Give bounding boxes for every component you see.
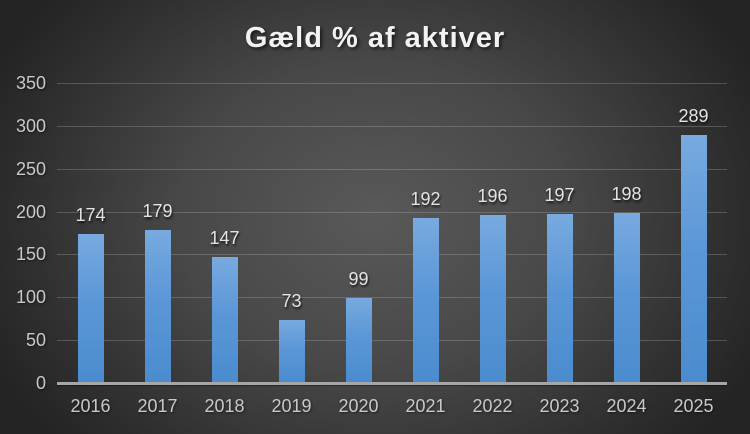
y-axis-tick-label: 50 bbox=[25, 330, 46, 351]
x-axis-line bbox=[57, 382, 727, 385]
gridline bbox=[57, 297, 727, 299]
y-axis-tick-label: 150 bbox=[15, 244, 46, 265]
bar bbox=[546, 214, 573, 383]
y-axis-tick-label: 100 bbox=[15, 287, 46, 308]
y-axis-tick-label: 0 bbox=[35, 373, 46, 393]
x-axis-tick-label: 2018 bbox=[204, 396, 245, 416]
y-axis-tick-label: 200 bbox=[15, 201, 46, 222]
bar bbox=[412, 218, 439, 383]
x-axis-tick-label: 2025 bbox=[673, 396, 714, 416]
bar-value-label: 99 bbox=[348, 269, 369, 289]
bar bbox=[77, 234, 104, 383]
bar bbox=[211, 257, 238, 383]
bar-value-label: 198 bbox=[611, 184, 642, 204]
bar-value-label: 196 bbox=[477, 186, 508, 206]
bar-value-label: 179 bbox=[142, 201, 173, 221]
gridline bbox=[57, 83, 727, 84]
y-axis-tick-label: 350 bbox=[15, 73, 46, 93]
x-axis-tick-label: 2017 bbox=[137, 396, 178, 416]
bar-value-label: 289 bbox=[678, 106, 709, 126]
x-axis-tick-label: 2023 bbox=[539, 396, 580, 416]
bar bbox=[345, 298, 372, 383]
bar-value-label: 73 bbox=[281, 291, 302, 311]
gridline bbox=[57, 340, 727, 342]
y-axis-tick-label: 250 bbox=[15, 158, 46, 179]
bar bbox=[680, 135, 707, 383]
chart-title: Gæld % af aktiver bbox=[244, 22, 506, 54]
x-axis-tick-label: 2020 bbox=[338, 396, 379, 416]
y-axis-tick-label: 300 bbox=[15, 115, 46, 136]
x-axis-tick-label: 2019 bbox=[271, 396, 312, 416]
x-axis-tick-label: 2024 bbox=[606, 396, 647, 416]
gridline bbox=[57, 211, 727, 213]
bar-value-label: 147 bbox=[209, 228, 240, 248]
bar bbox=[613, 213, 640, 383]
bar bbox=[479, 215, 506, 383]
bar bbox=[144, 230, 171, 383]
x-axis-tick-label: 2021 bbox=[405, 396, 446, 416]
bar bbox=[278, 320, 305, 383]
gridline bbox=[57, 254, 727, 256]
x-axis-tick-label: 2016 bbox=[70, 396, 111, 416]
gridline bbox=[57, 125, 727, 127]
x-axis-tick-label: 2022 bbox=[472, 396, 513, 416]
bar-value-label: 192 bbox=[410, 189, 441, 209]
gridline bbox=[57, 168, 727, 170]
bar-value-label: 174 bbox=[75, 205, 106, 225]
bar-value-label: 197 bbox=[544, 185, 575, 205]
